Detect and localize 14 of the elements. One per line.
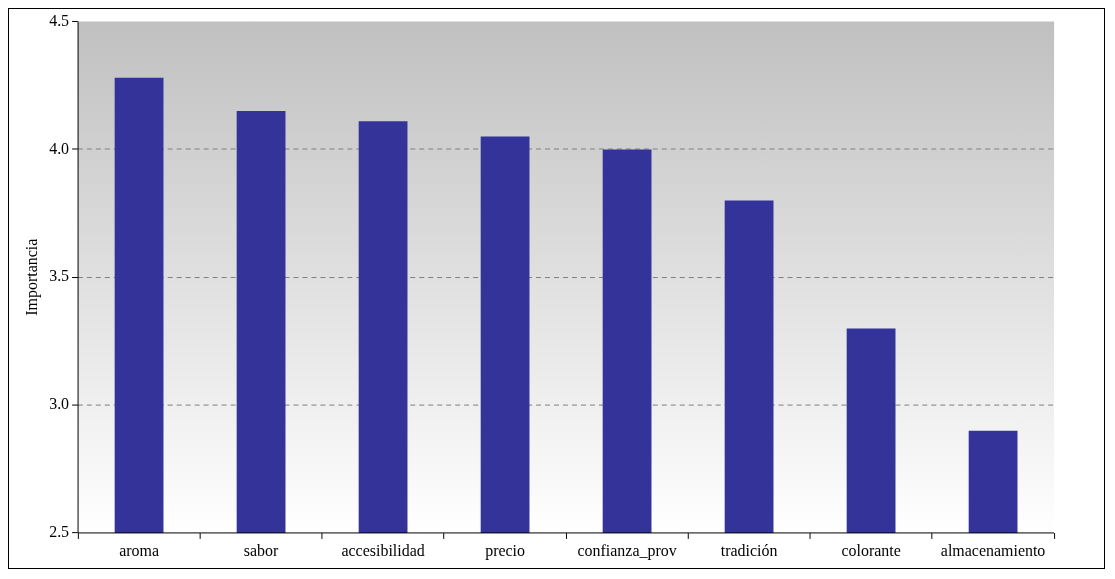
x-tick-label: precio xyxy=(485,541,526,560)
y-tick-label: 4.5 xyxy=(49,11,70,29)
y-tick-label: 4.0 xyxy=(49,139,70,157)
x-tick-label: accesibilidad xyxy=(341,541,425,559)
y-tick-label: 3.5 xyxy=(49,267,70,285)
x-tick-label: almacenamiento xyxy=(940,541,1046,559)
x-tick-label: tradición xyxy=(720,541,778,559)
y-axis-title: Importancia xyxy=(22,238,41,316)
x-tick-label: confianza_prov xyxy=(577,541,677,560)
y-tick-label: 2.5 xyxy=(49,523,70,541)
y-tick-label: 3.0 xyxy=(49,395,70,413)
x-tick-label: aroma xyxy=(119,541,160,559)
x-tick-label: colorante xyxy=(841,541,901,559)
x-tick-label: sabor xyxy=(243,541,280,559)
